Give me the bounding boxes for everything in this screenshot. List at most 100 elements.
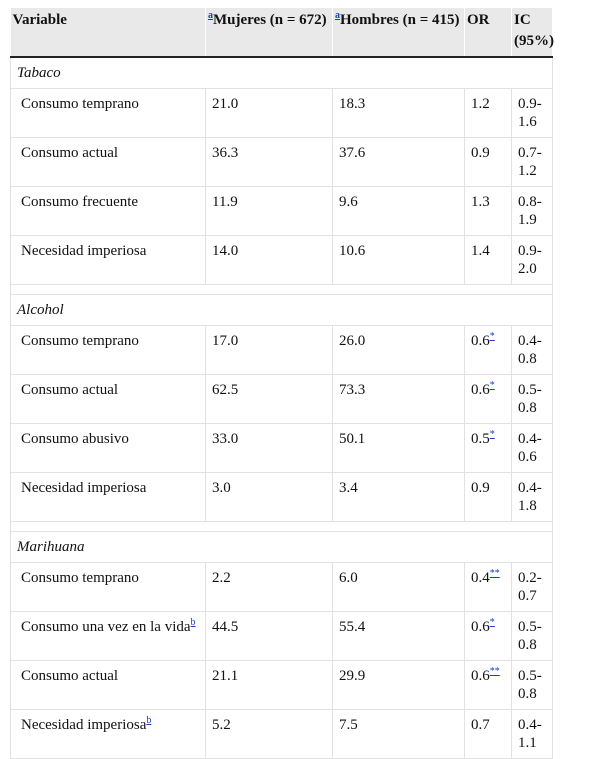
- section-title-row: Marihuana: [10, 531, 553, 563]
- header-hombres-label: Hombres (n = 415): [340, 12, 460, 28]
- significance-link[interactable]: *: [489, 331, 495, 342]
- significance-link[interactable]: **: [489, 666, 500, 677]
- footnote-link-a[interactable]: a: [335, 10, 340, 21]
- significance-link[interactable]: *: [489, 380, 495, 391]
- section-title: Marihuana: [10, 531, 553, 563]
- cell-or: 1.3: [464, 186, 512, 236]
- significance-link[interactable]: **: [489, 568, 500, 579]
- header-mujeres: aMujeres (n = 672): [205, 8, 333, 58]
- cell-ic: 0.4-1.1: [511, 709, 553, 759]
- cell-hombres: 18.3: [332, 88, 465, 138]
- cell-or: 1.4: [464, 235, 512, 285]
- cell-mujeres: 14.0: [205, 235, 333, 285]
- section-title-row: Alcohol: [10, 294, 553, 326]
- variable-label: Consumo actual: [21, 668, 119, 684]
- cell-ic: 0.9-1.6: [511, 88, 553, 138]
- spacer-cell: [10, 284, 553, 295]
- header-variable: Variable: [10, 8, 206, 58]
- header-row: Variable aMujeres (n = 672) aHombres (n …: [10, 8, 554, 58]
- section-spacer: [10, 284, 553, 295]
- variable-label: Consumo una vez en la vida: [21, 619, 191, 635]
- variable-label: Consumo temprano: [21, 333, 139, 349]
- spacer-cell: [10, 521, 553, 532]
- cell-or: 0.7: [464, 709, 512, 759]
- cell-variable: Consumo abusivo: [10, 423, 206, 473]
- cell-ic: 0.8-1.9: [511, 186, 553, 236]
- table-container: Variable aMujeres (n = 672) aHombres (n …: [10, 8, 554, 759]
- cell-or: 0.6**: [464, 660, 512, 710]
- cell-mujeres: 17.0: [205, 325, 333, 375]
- cell-hombres: 37.6: [332, 137, 465, 187]
- cell-ic: 0.4-0.8: [511, 325, 553, 375]
- or-value: 0.7: [471, 717, 490, 733]
- cell-variable: Consumo temprano: [10, 88, 206, 138]
- cell-ic: 0.7-1.2: [511, 137, 553, 187]
- cell-hombres: 50.1: [332, 423, 465, 473]
- cell-or: 0.6*: [464, 374, 512, 424]
- cell-variable: Consumo temprano: [10, 562, 206, 612]
- cell-variable: Consumo una vez en la vidab: [10, 611, 206, 661]
- data-table: Variable aMujeres (n = 672) aHombres (n …: [10, 8, 554, 759]
- cell-hombres: 29.9: [332, 660, 465, 710]
- footnote-link-b[interactable]: b: [146, 715, 152, 726]
- significance-link[interactable]: *: [489, 429, 495, 440]
- table-row: Consumo frecuente 11.9 9.6 1.3 0.8-1.9: [10, 186, 553, 236]
- or-value: 0.6: [471, 619, 490, 635]
- cell-mujeres: 21.1: [205, 660, 333, 710]
- cell-mujeres: 33.0: [205, 423, 333, 473]
- or-value: 0.6: [471, 668, 490, 684]
- or-value: 0.6: [471, 382, 490, 398]
- variable-label: Consumo frecuente: [21, 194, 139, 210]
- or-value: 0.9: [471, 145, 490, 161]
- cell-ic: 0.5-0.8: [511, 374, 553, 424]
- cell-variable: Consumo actual: [10, 137, 206, 187]
- cell-mujeres: 62.5: [205, 374, 333, 424]
- cell-ic: 0.5-0.8: [511, 611, 553, 661]
- cell-mujeres: 5.2: [205, 709, 333, 759]
- or-value: 0.6: [471, 333, 490, 349]
- cell-mujeres: 11.9: [205, 186, 333, 236]
- or-value: 0.9: [471, 480, 490, 496]
- footnote-link-a[interactable]: a: [208, 10, 213, 21]
- cell-ic: 0.2-0.7: [511, 562, 553, 612]
- cell-ic: 0.9-2.0: [511, 235, 553, 285]
- cell-or: 0.6*: [464, 325, 512, 375]
- cell-hombres: 6.0: [332, 562, 465, 612]
- section-title-row: Tabaco: [10, 57, 553, 89]
- or-value: 1.3: [471, 194, 490, 210]
- cell-or: 0.4**: [464, 562, 512, 612]
- variable-label: Consumo actual: [21, 382, 119, 398]
- cell-ic: 0.4-0.6: [511, 423, 553, 473]
- variable-label: Consumo temprano: [21, 570, 139, 586]
- cell-hombres: 9.6: [332, 186, 465, 236]
- table-body: Tabaco Consumo temprano 21.0 18.3 1.2 0.9-1.6…: [10, 57, 553, 759]
- cell-variable: Consumo actual: [10, 660, 206, 710]
- cell-or: 0.6*: [464, 611, 512, 661]
- cell-variable: Consumo frecuente: [10, 186, 206, 236]
- table-row: Consumo actual 36.3 37.6 0.9 0.7-1.2: [10, 137, 553, 187]
- cell-ic: 0.5-0.8: [511, 660, 553, 710]
- cell-mujeres: 36.3: [205, 137, 333, 187]
- cell-mujeres: 21.0: [205, 88, 333, 138]
- cell-mujeres: 3.0: [205, 472, 333, 522]
- table-row: Consumo una vez en la vidab 44.5 55.4 0.6* 0…: [10, 611, 553, 661]
- cell-variable: Necesidad imperiosa: [10, 235, 206, 285]
- header-ic: IC (95%): [511, 8, 554, 58]
- table-row: Consumo temprano 21.0 18.3 1.2 0.9-1.6: [10, 88, 553, 138]
- cell-ic: 0.4-1.8: [511, 472, 553, 522]
- footnote-link-b[interactable]: b: [190, 617, 196, 628]
- cell-hombres: 10.6: [332, 235, 465, 285]
- or-value: 0.4: [471, 570, 490, 586]
- or-value: 1.4: [471, 243, 490, 259]
- significance-link[interactable]: *: [489, 617, 495, 628]
- table-row: Consumo abusivo 33.0 50.1 0.5* 0.4-0.6: [10, 423, 553, 473]
- section-title: Alcohol: [10, 294, 553, 326]
- header-or: OR: [464, 8, 512, 58]
- section-title: Tabaco: [10, 57, 553, 89]
- variable-label: Necesidad imperiosa: [21, 243, 147, 259]
- cell-hombres: 73.3: [332, 374, 465, 424]
- table-row: Consumo temprano 2.2 6.0 0.4** 0.2-0.7: [10, 562, 553, 612]
- variable-label: Consumo actual: [21, 145, 119, 161]
- cell-hombres: 26.0: [332, 325, 465, 375]
- section-spacer: [10, 521, 553, 532]
